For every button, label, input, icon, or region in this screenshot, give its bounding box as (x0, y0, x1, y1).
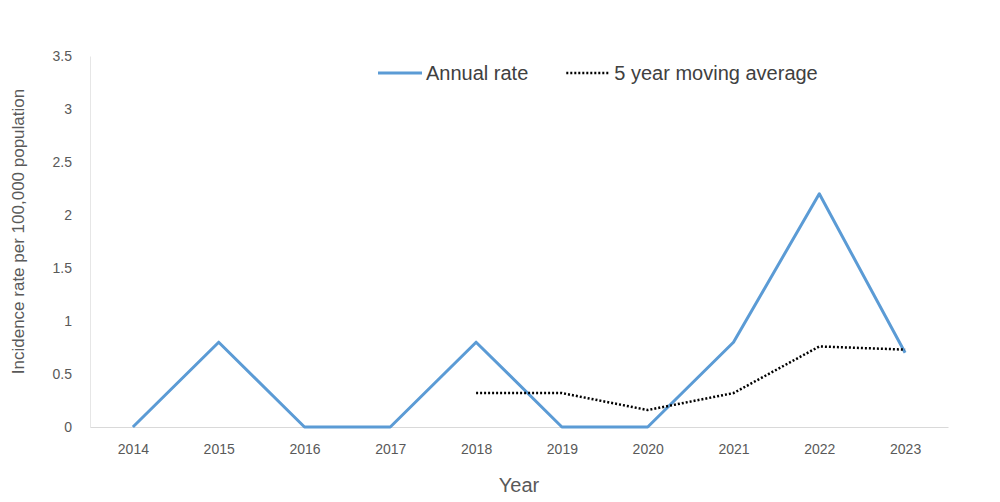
y-tick: 2 (64, 207, 90, 223)
x-tick: 2015 (204, 427, 235, 457)
x-tick: 2016 (289, 427, 320, 457)
y-tick-label: 2.5 (53, 154, 73, 170)
x-tick: 2020 (633, 427, 664, 457)
y-tick: 3.5 (53, 48, 90, 64)
x-tick-label: 2019 (547, 441, 578, 457)
legend-swatch (566, 72, 610, 75)
legend: Annual rate 5 year moving average (378, 62, 818, 84)
y-axis-title: Incidence rate per 100,000 population (9, 89, 28, 374)
x-tick: 2019 (547, 427, 578, 457)
x-tick-label: 2022 (804, 441, 835, 457)
x-tick-label: 2017 (375, 441, 406, 457)
y-axis: 0 0.5 1 1.5 2 2.5 3 3.5 (53, 48, 91, 435)
y-tick: 3 (64, 101, 90, 117)
series-line (476, 346, 905, 410)
series-line (133, 194, 905, 427)
x-tick-label: 2021 (718, 441, 749, 457)
x-tick: 2023 (890, 427, 921, 457)
y-tick: 0 (64, 419, 90, 435)
x-tick-label: 2016 (289, 441, 320, 457)
y-tick-label: 0.5 (53, 366, 73, 382)
y-tick-label: 1 (64, 313, 72, 329)
y-tick: 1.5 (53, 260, 90, 276)
legend-label: Annual rate (426, 62, 528, 84)
x-tick: 2017 (375, 427, 406, 457)
y-tick-label: 3.5 (53, 48, 73, 64)
x-tick: 2014 (118, 427, 149, 457)
legend-label: 5 year moving average (614, 62, 817, 84)
x-axis-line (91, 427, 949, 428)
y-tick-label: 1.5 (53, 260, 73, 276)
y-axis-line (90, 57, 91, 428)
plot-area (133, 194, 905, 427)
x-tick-label: 2014 (118, 441, 149, 457)
chart: 0 0.5 1 1.5 2 2.5 3 3.5 2014 2015 2016 2017 2018 2019… (0, 0, 1000, 502)
y-tick-label: 2 (64, 207, 72, 223)
y-tick-label: 3 (64, 101, 72, 117)
x-axis: 2014 2015 2016 2017 2018 2019 2020 2021 2022 2023 (91, 427, 949, 457)
legend-swatch (378, 72, 422, 75)
x-tick-label: 2020 (633, 441, 664, 457)
y-tick: 0.5 (53, 366, 90, 382)
legend-item: Annual rate (378, 62, 528, 84)
x-tick: 2021 (718, 427, 749, 457)
x-axis-title: Year (499, 474, 540, 496)
x-tick-label: 2015 (204, 441, 235, 457)
y-tick-label: 0 (64, 419, 72, 435)
legend-item: 5 year moving average (566, 62, 817, 84)
y-tick: 1 (64, 313, 90, 329)
x-tick-label: 2018 (461, 441, 492, 457)
x-tick: 2018 (461, 427, 492, 457)
x-tick-label: 2023 (890, 441, 921, 457)
y-tick: 2.5 (53, 154, 90, 170)
x-tick: 2022 (804, 427, 835, 457)
